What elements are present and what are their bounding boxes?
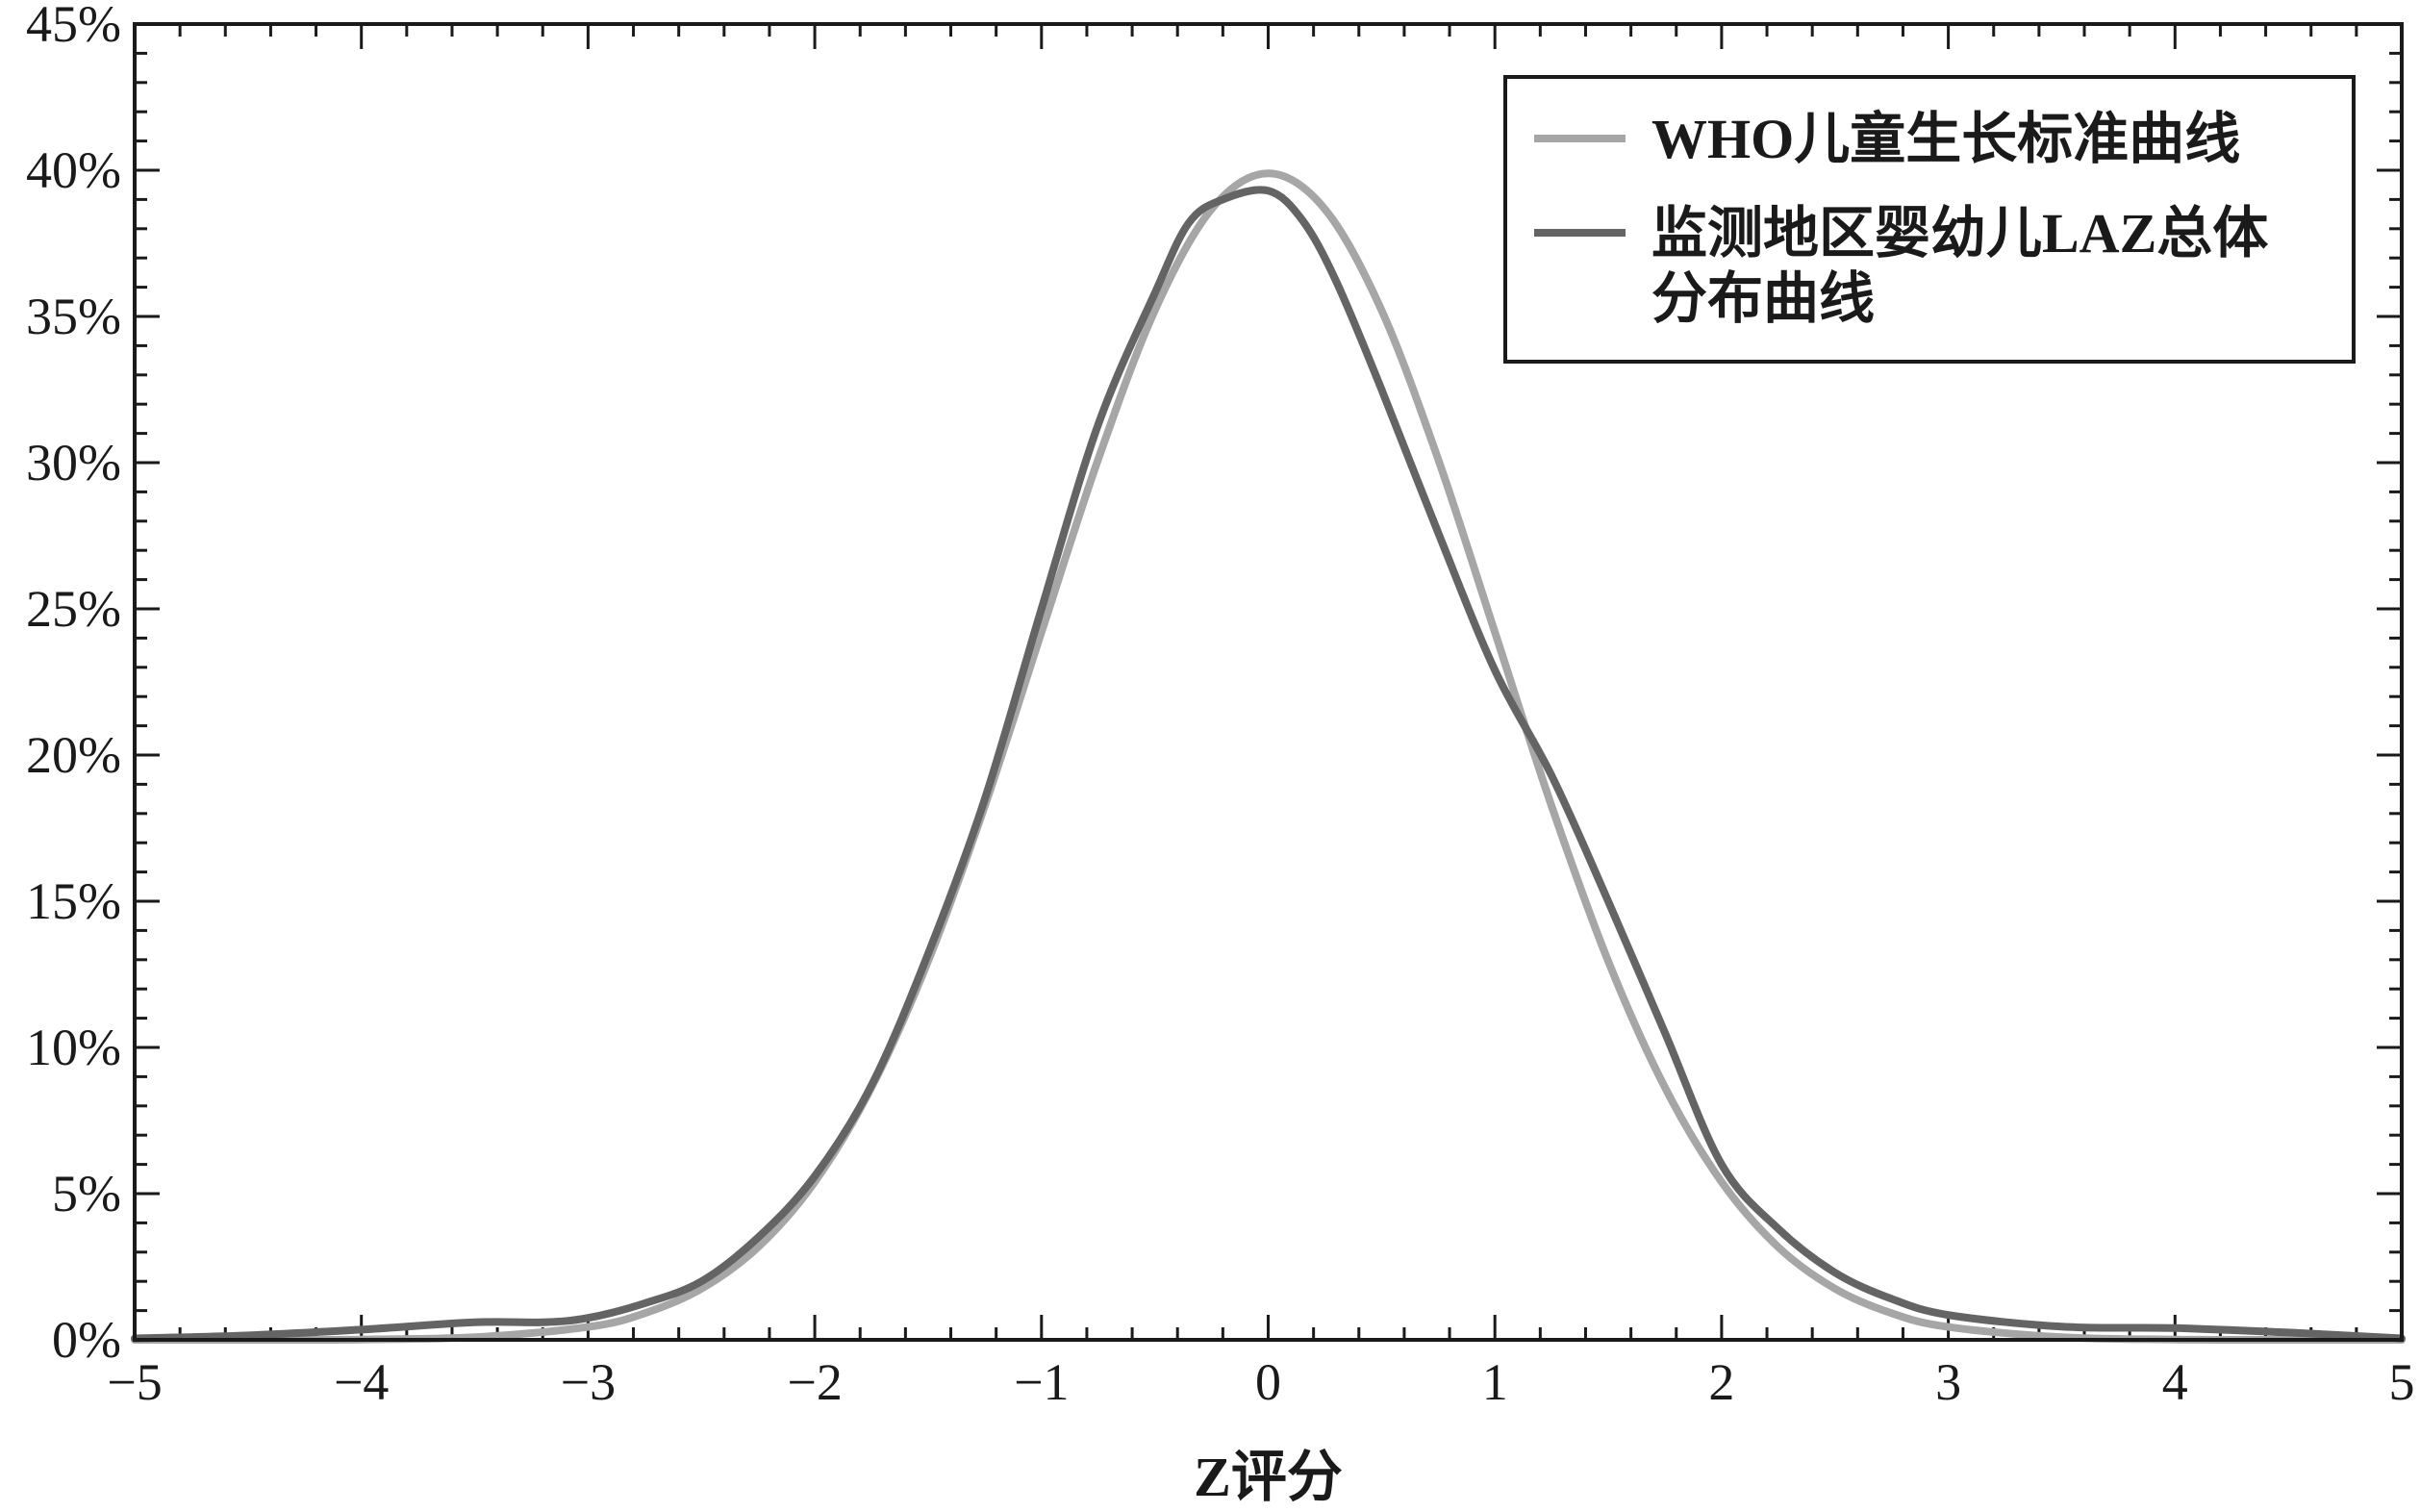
x-tick-label: −3 [561,1353,616,1411]
series-line-monitoring-area [131,186,2406,1343]
series-layer [131,169,2406,1345]
x-tick-label: −5 [107,1353,162,1411]
y-tick-label: 35% [26,288,121,345]
x-tick-label: −4 [334,1353,389,1411]
tick-labels: −5 −4 −3 −2 −1 0 1 2 3 4 5 0% 5% 10% 15% 20% 25% 30% 35% 40… [26,0,2414,1411]
axis-ticks [133,22,2404,1342]
y-tick-label: 40% [26,141,121,199]
y-tick-label: 5% [52,1165,121,1222]
x-tick-label: 2 [1708,1353,1734,1411]
x-tick-label: −2 [787,1353,842,1411]
x-tick-label: 0 [1255,1353,1281,1411]
legend-label-monitoring-area: 监测地区婴幼儿LAZ总体分布曲线 [1651,202,2268,330]
legend-box [1503,75,2356,364]
x-tick-label: 4 [2162,1353,2188,1411]
x-tick-label: −1 [1014,1353,1069,1411]
y-tick-label: 45% [26,0,121,53]
series-line-who-standard [131,169,2406,1345]
y-tick-label: 25% [26,580,121,638]
plot-frame [133,22,2404,1342]
y-tick-label: 20% [26,726,121,784]
legend-label-who-standard: WHO儿童生长标准曲线 [1651,108,2240,170]
x-tick-label: 3 [1935,1353,1961,1411]
y-tick-label: 30% [26,434,121,491]
y-tick-label: 0% [52,1311,121,1369]
x-tick-label: 1 [1482,1353,1508,1411]
y-tick-label: 15% [26,872,121,930]
x-tick-label: 5 [2389,1353,2415,1411]
y-tick-label: 10% [26,1019,121,1076]
x-axis-title: Z评分 [1194,1446,1343,1508]
